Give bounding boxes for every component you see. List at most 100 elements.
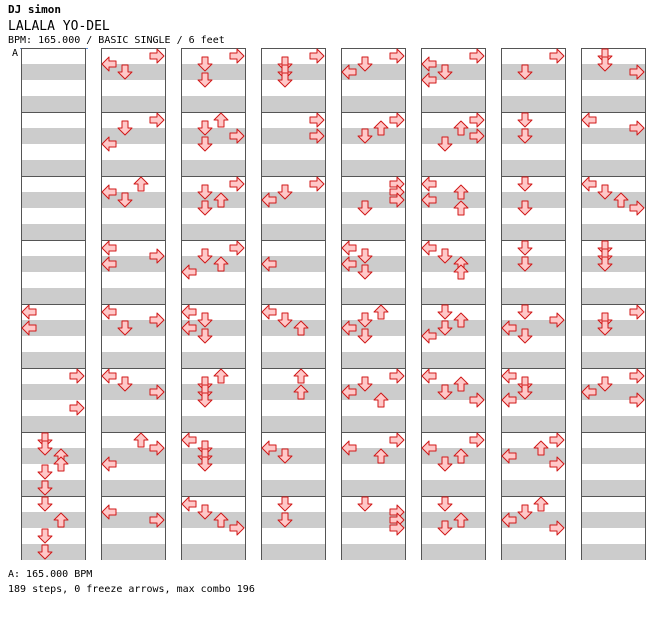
down-arrow-step [117, 192, 133, 208]
beat-stripe [421, 512, 485, 528]
down-arrow-step [437, 64, 453, 80]
down-arrow-step [197, 392, 213, 408]
song-title: LALALA YO-DEL [8, 19, 110, 34]
beat-stripe [101, 544, 165, 560]
beat-stripe [341, 128, 405, 144]
down-arrow-step [197, 56, 213, 72]
beat-stripe [21, 512, 85, 528]
step-chart [21, 48, 646, 560]
up-arrow-step [373, 304, 389, 320]
beat-stripe [261, 512, 325, 528]
beat-stripe [581, 352, 645, 368]
down-arrow-step [197, 312, 213, 328]
beat-stripe [501, 96, 565, 112]
down-arrow-step [517, 128, 533, 144]
beat-stripe [501, 416, 565, 432]
beat-stripe [101, 480, 165, 496]
beat-stripe [261, 288, 325, 304]
down-arrow-step [277, 496, 293, 512]
beat-stripe [181, 96, 245, 112]
right-arrow-step [469, 432, 485, 448]
beat-stripe [181, 416, 245, 432]
right-arrow-step [149, 512, 165, 528]
left-arrow-step [101, 56, 117, 72]
beat-stripe [181, 288, 245, 304]
down-arrow-step [197, 504, 213, 520]
beat-stripe [21, 256, 85, 272]
right-arrow-step [629, 120, 645, 136]
left-arrow-step [181, 304, 197, 320]
down-arrow-step [117, 64, 133, 80]
right-arrow-step [629, 392, 645, 408]
down-arrow-step [277, 72, 293, 88]
beat-stripe [421, 320, 485, 336]
up-arrow-step [373, 448, 389, 464]
left-arrow-step [501, 512, 517, 528]
beat-stripe [181, 544, 245, 560]
down-arrow-step [597, 56, 613, 72]
beat-stripe [101, 448, 165, 464]
right-arrow-step [389, 48, 405, 64]
down-arrow-step [357, 312, 373, 328]
left-arrow-step [421, 240, 437, 256]
down-arrow-step [437, 496, 453, 512]
left-arrow-step [181, 320, 197, 336]
down-arrow-step [197, 120, 213, 136]
beat-stripe [21, 352, 85, 368]
right-arrow-step [549, 312, 565, 328]
right-arrow-step [389, 520, 405, 536]
beat-stripe [21, 544, 85, 560]
beat-stripe [21, 384, 85, 400]
left-arrow-step [181, 264, 197, 280]
down-arrow-step [517, 64, 533, 80]
down-arrow-step [597, 184, 613, 200]
down-arrow-step [37, 544, 53, 560]
down-arrow-step [357, 56, 373, 72]
beat-stripe [421, 128, 485, 144]
up-arrow-step [453, 512, 469, 528]
beat-stripe [581, 512, 645, 528]
down-arrow-step [357, 496, 373, 512]
down-arrow-step [517, 328, 533, 344]
left-arrow-step [421, 56, 437, 72]
beat-stripe [261, 128, 325, 144]
right-arrow-step [629, 304, 645, 320]
down-arrow-step [437, 384, 453, 400]
beat-stripe [21, 288, 85, 304]
beat-stripe [501, 224, 565, 240]
beat-stripe [101, 224, 165, 240]
down-arrow-step [357, 128, 373, 144]
beat-stripe [181, 480, 245, 496]
left-arrow-step [421, 192, 437, 208]
up-arrow-step [453, 200, 469, 216]
down-arrow-step [597, 320, 613, 336]
beat-stripe [101, 288, 165, 304]
right-arrow-step [309, 176, 325, 192]
right-arrow-step [469, 128, 485, 144]
left-arrow-step [21, 320, 37, 336]
left-arrow-step [501, 392, 517, 408]
beat-stripe [181, 256, 245, 272]
beat-stripe [341, 544, 405, 560]
down-arrow-step [517, 240, 533, 256]
left-arrow-step [341, 320, 357, 336]
beat-stripe [21, 160, 85, 176]
up-arrow-step [293, 320, 309, 336]
left-arrow-step [101, 184, 117, 200]
down-arrow-step [117, 320, 133, 336]
chart-column [341, 48, 406, 560]
down-arrow-step [277, 512, 293, 528]
beat-stripe [181, 448, 245, 464]
beat-stripe [501, 512, 565, 528]
chart-info: BPM: 165.000 / BASIC SINGLE / 6 feet [8, 35, 225, 46]
beat-stripe [21, 480, 85, 496]
right-arrow-step [229, 520, 245, 536]
beat-stripe [101, 192, 165, 208]
beat-stripe [21, 320, 85, 336]
beat-stripe [181, 224, 245, 240]
up-arrow-step [53, 512, 69, 528]
beat-stripe [581, 320, 645, 336]
down-arrow-step [517, 504, 533, 520]
beat-stripe [261, 96, 325, 112]
beat-stripe [261, 480, 325, 496]
